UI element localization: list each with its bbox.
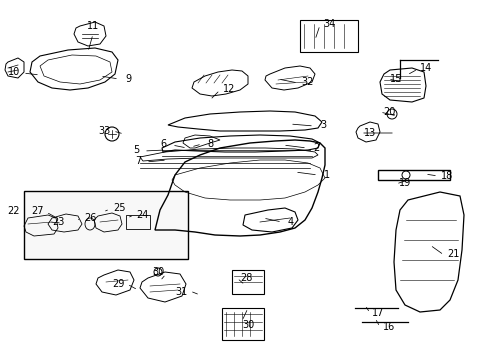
Text: 7: 7 (135, 156, 141, 166)
Bar (231, 270, 264, 294)
Text: 19: 19 (398, 178, 410, 188)
Text: 30: 30 (242, 320, 254, 330)
Text: 23: 23 (52, 217, 64, 227)
Bar (126, 215, 150, 229)
Text: 24: 24 (136, 210, 148, 220)
Text: 28: 28 (239, 273, 252, 283)
Text: 6: 6 (160, 139, 166, 149)
Bar (222, 308, 264, 340)
Text: 11: 11 (87, 21, 99, 31)
Text: 33: 33 (98, 126, 110, 136)
Text: 12: 12 (223, 84, 235, 94)
Text: 18: 18 (440, 171, 452, 181)
Text: 8: 8 (206, 139, 213, 149)
Text: 32: 32 (300, 77, 312, 87)
Text: 1: 1 (323, 170, 329, 180)
Bar (299, 20, 357, 52)
Text: 4: 4 (287, 217, 293, 227)
Text: 25: 25 (113, 203, 125, 213)
Text: 31: 31 (175, 287, 187, 297)
Text: 29: 29 (112, 279, 124, 289)
Text: 13: 13 (363, 128, 375, 138)
Text: 2: 2 (312, 143, 319, 153)
Text: 17: 17 (371, 308, 384, 318)
Text: 30: 30 (152, 267, 164, 277)
Text: 14: 14 (419, 63, 431, 73)
Text: 20: 20 (382, 107, 394, 117)
Text: 26: 26 (83, 213, 96, 223)
Bar (377, 170, 449, 180)
Text: 21: 21 (446, 249, 458, 259)
Text: 9: 9 (124, 74, 131, 84)
Text: 5: 5 (133, 145, 139, 155)
Text: 34: 34 (322, 19, 334, 29)
Text: 10: 10 (8, 67, 20, 77)
Bar (24, 191, 187, 259)
Text: 3: 3 (319, 120, 325, 130)
Text: 15: 15 (389, 74, 401, 84)
Text: 22: 22 (8, 206, 20, 216)
Text: 16: 16 (382, 322, 394, 332)
Text: 27: 27 (31, 206, 43, 216)
